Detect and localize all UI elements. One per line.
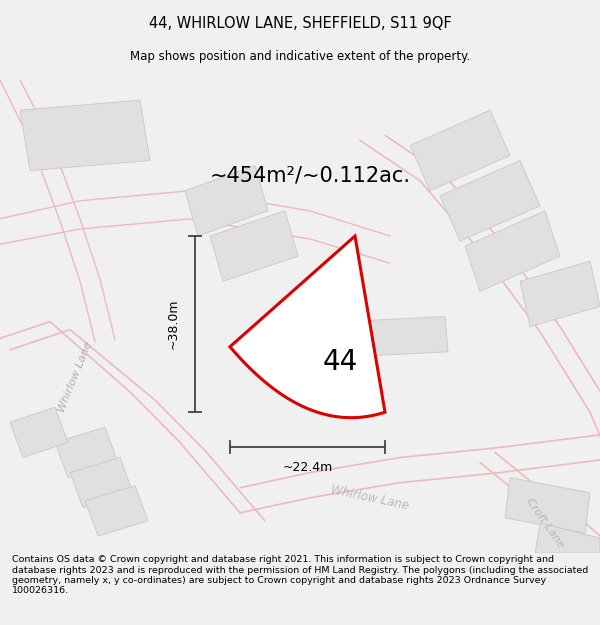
Text: Map shows position and indicative extent of the property.: Map shows position and indicative extent… (130, 49, 470, 62)
Text: Croft Lane: Croft Lane (524, 496, 566, 549)
Polygon shape (10, 407, 68, 458)
Polygon shape (85, 486, 148, 536)
Polygon shape (210, 211, 298, 281)
PathPatch shape (230, 236, 385, 418)
Polygon shape (55, 428, 118, 478)
Polygon shape (440, 161, 540, 241)
Polygon shape (520, 261, 600, 327)
Text: Contains OS data © Crown copyright and database right 2021. This information is : Contains OS data © Crown copyright and d… (12, 555, 588, 596)
Text: 44, WHIRLOW LANE, SHEFFIELD, S11 9QF: 44, WHIRLOW LANE, SHEFFIELD, S11 9QF (149, 16, 451, 31)
Polygon shape (185, 166, 268, 236)
Polygon shape (345, 316, 448, 357)
Polygon shape (70, 458, 133, 508)
Text: ~454m²/~0.112ac.: ~454m²/~0.112ac. (209, 166, 410, 186)
Polygon shape (535, 523, 600, 553)
Polygon shape (505, 478, 590, 533)
Polygon shape (465, 211, 560, 291)
Text: 44: 44 (322, 348, 358, 376)
Text: Whirlow Lane: Whirlow Lane (330, 483, 410, 512)
Polygon shape (410, 110, 510, 191)
Text: ~38.0m: ~38.0m (167, 299, 179, 349)
Text: Whirlow Lane: Whirlow Lane (56, 340, 94, 414)
Polygon shape (20, 100, 150, 171)
Text: ~22.4m: ~22.4m (283, 461, 332, 474)
